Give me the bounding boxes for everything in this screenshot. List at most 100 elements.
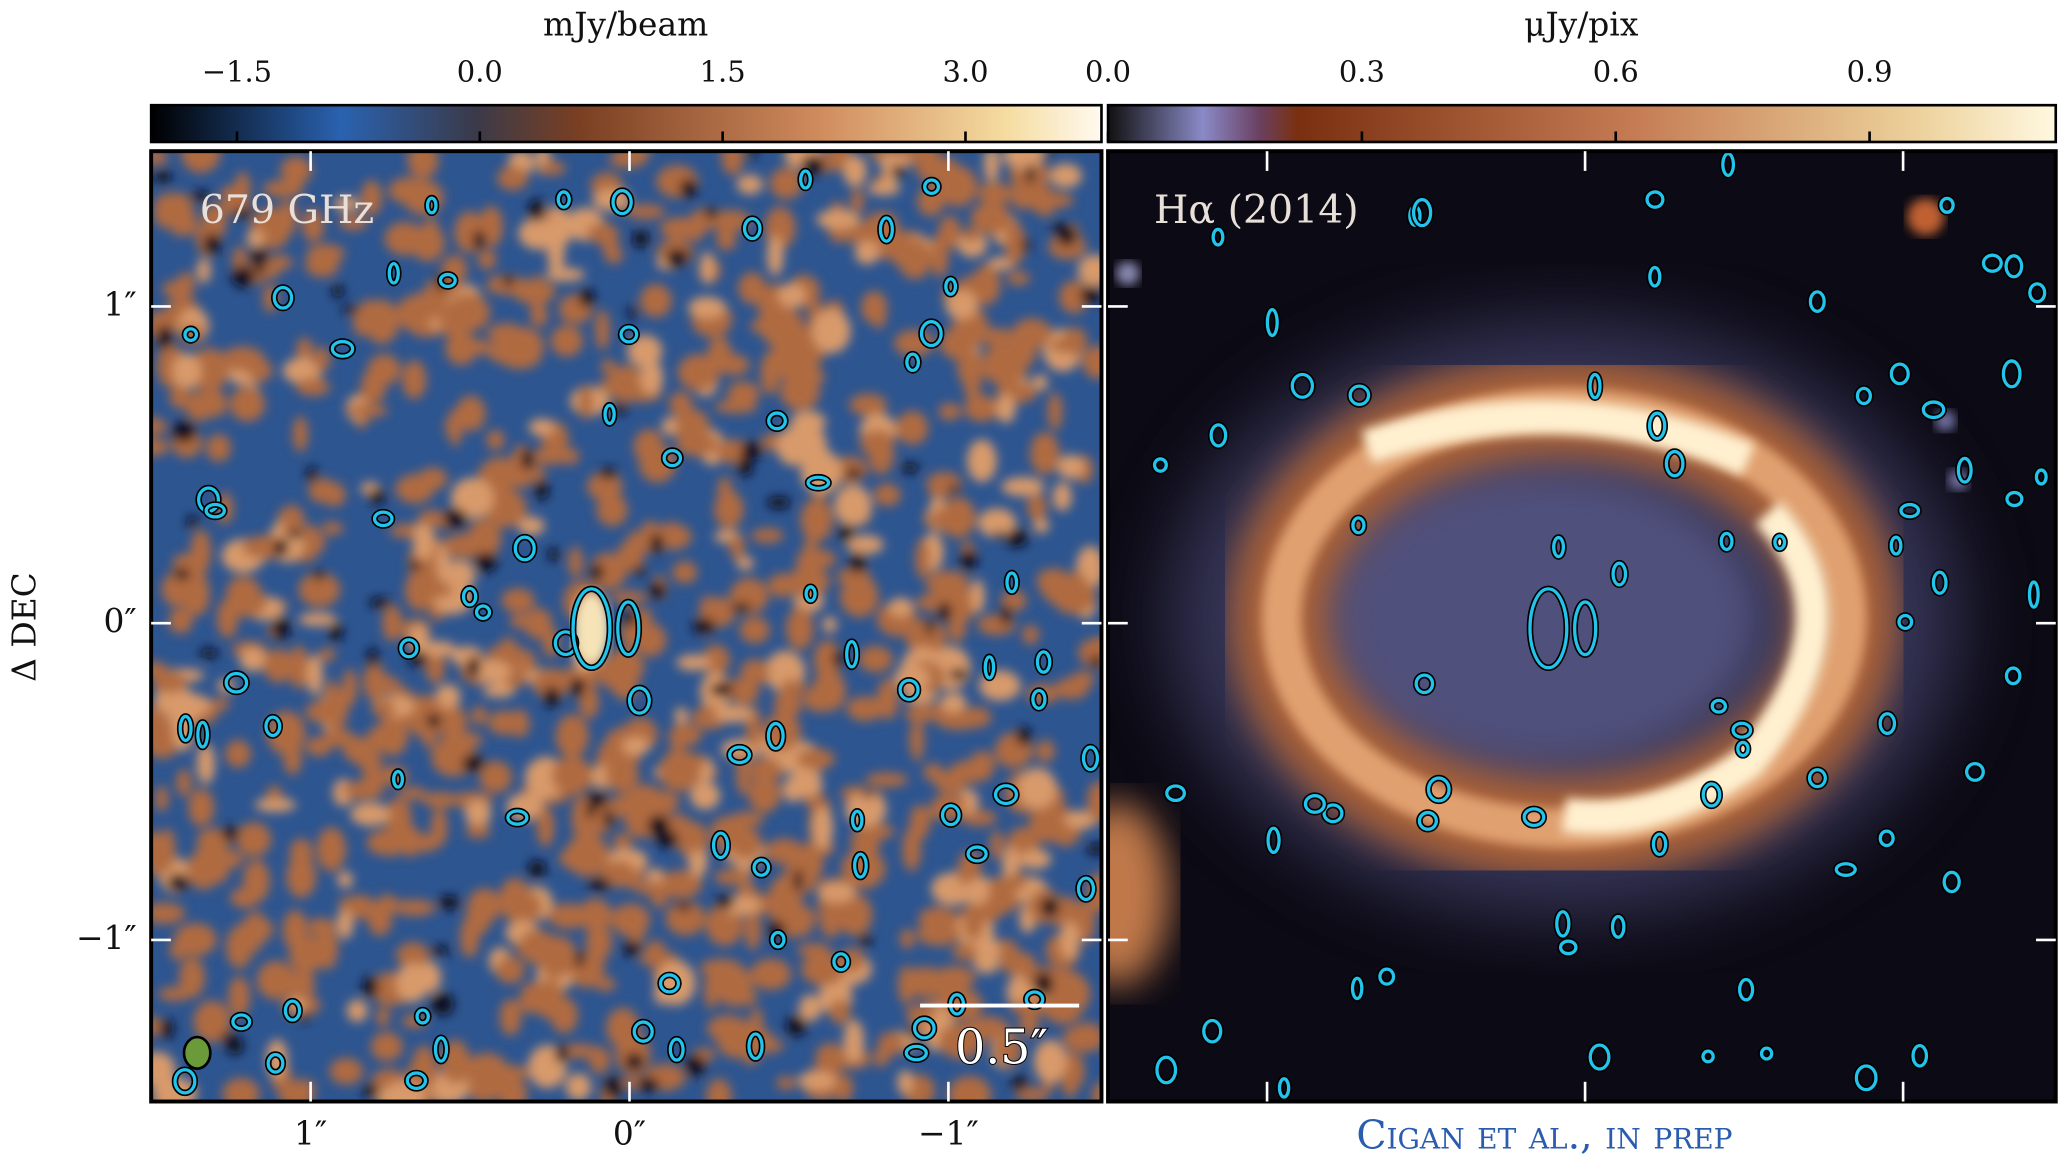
noise-blob bbox=[431, 993, 454, 1016]
noise-blob bbox=[960, 707, 992, 728]
noise-blob bbox=[188, 788, 214, 826]
noise-blob bbox=[931, 233, 949, 278]
noise-blob bbox=[486, 430, 504, 450]
noise-blob bbox=[748, 775, 780, 812]
noise-blob bbox=[479, 761, 512, 793]
noise-blob bbox=[497, 166, 528, 190]
noise-blob bbox=[1036, 740, 1055, 762]
noise-blob bbox=[649, 582, 665, 600]
noise-blob bbox=[1012, 1076, 1028, 1091]
noise-blob bbox=[464, 1053, 508, 1089]
noise-blob bbox=[1026, 164, 1034, 185]
noise-blob bbox=[568, 547, 583, 578]
noise-blob bbox=[622, 737, 650, 755]
noise-blob bbox=[588, 878, 611, 890]
noise-blob bbox=[634, 429, 664, 464]
noise-blob bbox=[368, 901, 393, 937]
noise-blob bbox=[518, 217, 561, 249]
noise-blob bbox=[321, 522, 343, 535]
noise-blob bbox=[948, 616, 966, 642]
noise-blob bbox=[155, 786, 169, 812]
noise-blob bbox=[960, 550, 977, 570]
y-tick-label: 0″ bbox=[104, 601, 137, 640]
noise-blob bbox=[713, 966, 753, 1000]
noise-blob bbox=[160, 1019, 174, 1039]
noise-blob bbox=[714, 705, 753, 722]
noise-blob bbox=[775, 353, 820, 382]
beam bbox=[184, 1037, 210, 1069]
noise-blob bbox=[843, 155, 867, 187]
noise-blob bbox=[337, 908, 354, 939]
noise-blob bbox=[878, 1032, 905, 1056]
noise-blob bbox=[172, 353, 201, 390]
noise-blob bbox=[1022, 238, 1030, 253]
noise-blob bbox=[396, 179, 435, 197]
noise-blob bbox=[307, 655, 323, 696]
colorbar-tick-label: 0.3 bbox=[1339, 55, 1385, 89]
noise-blob bbox=[172, 421, 195, 443]
noise-blob bbox=[206, 434, 231, 462]
noise-blob bbox=[613, 834, 633, 850]
noise-blob bbox=[938, 602, 951, 621]
noise-blob bbox=[396, 963, 428, 1002]
noise-blob bbox=[460, 917, 479, 958]
noise-blob bbox=[688, 297, 726, 319]
noise-blob bbox=[803, 686, 837, 713]
noise-blob bbox=[286, 530, 305, 538]
noise-blob bbox=[1015, 333, 1037, 366]
noise-blob bbox=[305, 252, 339, 277]
noise-blob bbox=[973, 328, 1016, 345]
noise-blob bbox=[462, 755, 484, 772]
noise-blob bbox=[761, 351, 780, 395]
noise-blob bbox=[225, 740, 251, 768]
noise-blob bbox=[839, 524, 854, 542]
credit: Cigan et al., in prep bbox=[1356, 1112, 1732, 1157]
noise-blob bbox=[861, 430, 895, 450]
noise-blob bbox=[741, 442, 763, 459]
noise-blob bbox=[717, 895, 734, 909]
noise-blob bbox=[518, 992, 547, 1013]
noise-blob bbox=[382, 824, 404, 857]
noise-blob bbox=[411, 224, 445, 261]
noise-blob bbox=[700, 251, 715, 284]
noise-blob bbox=[426, 714, 441, 727]
noise-blob bbox=[832, 228, 876, 243]
colorbar-tick-label: −1.5 bbox=[202, 55, 272, 89]
x-tick-label: −1″ bbox=[918, 1114, 979, 1153]
noise-blob bbox=[738, 457, 753, 476]
noise-blob bbox=[313, 347, 330, 371]
noise-blob bbox=[902, 827, 921, 871]
noise-blob bbox=[228, 976, 250, 1017]
noise-blob bbox=[627, 307, 636, 319]
noise-blob bbox=[849, 394, 887, 416]
noise-blob bbox=[329, 622, 343, 641]
noise-blob bbox=[465, 824, 490, 838]
noise-blob bbox=[503, 275, 514, 286]
noise-blob bbox=[518, 516, 545, 535]
noise-blob bbox=[778, 283, 806, 307]
noise-blob bbox=[672, 561, 697, 583]
noise-blob bbox=[230, 387, 265, 422]
noise-blob bbox=[152, 671, 187, 693]
noise-blob bbox=[990, 830, 1003, 860]
noise-blob bbox=[975, 936, 1000, 961]
noise-blob bbox=[240, 647, 267, 671]
noise-blob bbox=[204, 234, 221, 255]
noise-blob bbox=[608, 674, 623, 690]
noise-blob bbox=[214, 697, 229, 711]
noise-blob bbox=[342, 306, 359, 314]
noise-blob bbox=[283, 910, 308, 951]
noise-blob bbox=[903, 967, 946, 997]
noise-blob bbox=[323, 483, 346, 507]
noise-blob bbox=[332, 285, 344, 298]
noise-blob bbox=[938, 403, 961, 420]
noise-blob bbox=[786, 1016, 806, 1036]
noise-blob bbox=[678, 354, 720, 390]
noise-blob bbox=[605, 757, 639, 793]
colorbar-label: mJy/beam bbox=[543, 4, 708, 43]
noise-blob bbox=[994, 531, 1003, 539]
noise-blob bbox=[1060, 921, 1080, 959]
noise-blob bbox=[1057, 455, 1084, 479]
noise-blob bbox=[488, 710, 519, 735]
noise-blob bbox=[812, 807, 833, 850]
